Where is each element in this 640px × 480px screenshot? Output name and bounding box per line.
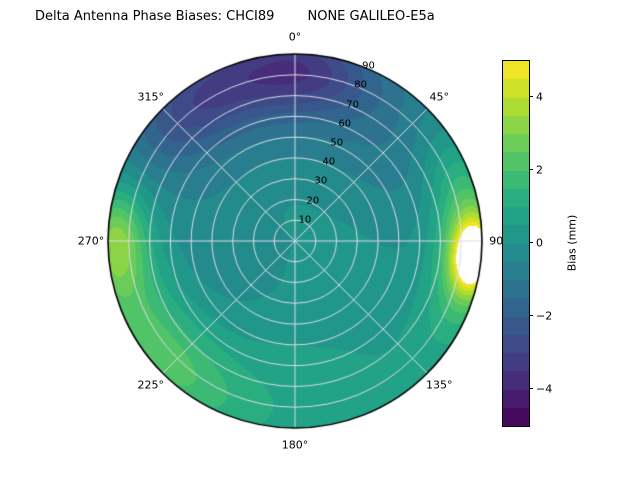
colorbar-tick-mark (529, 169, 533, 170)
radial-tick-label: 60 (338, 118, 352, 130)
angular-tick-label: 225° (137, 378, 165, 392)
colorbar-tick-label: 2 (536, 163, 543, 176)
radial-tick-label: 10 (298, 214, 312, 226)
colorbar-tick-mark (529, 315, 533, 316)
angular-tick-label: 315° (137, 90, 165, 104)
radial-tick-label: 90 (362, 60, 375, 72)
angular-tick-label: 180° (281, 438, 309, 452)
colorbar-tick-mark (529, 96, 533, 97)
angular-tick-label: 45° (429, 90, 449, 104)
colorbar-tick-mark (529, 242, 533, 243)
colorbar-tick-mark (529, 388, 533, 389)
colorbar (502, 60, 530, 427)
colorbar-tick-label: 4 (536, 90, 543, 103)
colorbar-axis-label: Bias (mm) (565, 214, 579, 271)
angular-tick-label: 270° (77, 234, 105, 248)
radial-tick-label: 40 (322, 156, 336, 168)
colorbar-tick-label: −4 (536, 382, 553, 395)
colorbar-tick-label: 0 (536, 236, 543, 249)
radial-tick-label: 70 (346, 98, 360, 110)
radial-tick-label: 30 (314, 175, 328, 187)
angular-tick-label: 0° (288, 30, 302, 44)
angular-tick-label: 135° (425, 378, 453, 392)
radial-tick-label: 20 (306, 194, 320, 206)
radial-tick-label: 50 (330, 137, 344, 149)
radial-tick-label: 80 (354, 79, 367, 91)
colorbar-tick-label: −2 (536, 309, 553, 322)
